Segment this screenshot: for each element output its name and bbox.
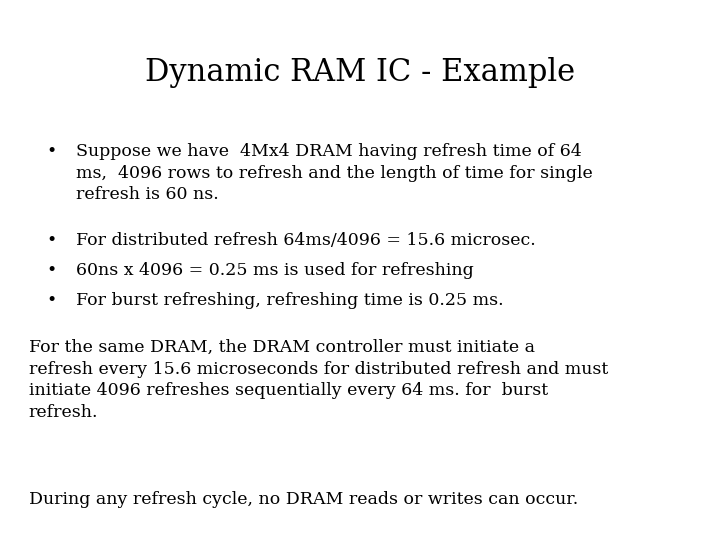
Text: For distributed refresh 64ms/4096 = 15.6 microsec.: For distributed refresh 64ms/4096 = 15.6… (76, 232, 536, 249)
Text: •: • (47, 232, 57, 249)
Text: During any refresh cycle, no DRAM reads or writes can occur.: During any refresh cycle, no DRAM reads … (29, 490, 578, 508)
Text: For the same DRAM, the DRAM controller must initiate a
refresh every 15.6 micros: For the same DRAM, the DRAM controller m… (29, 339, 608, 421)
Text: Suppose we have  4Mx4 DRAM having refresh time of 64
ms,  4096 rows to refresh a: Suppose we have 4Mx4 DRAM having refresh… (76, 143, 593, 203)
Text: •: • (47, 292, 57, 308)
Text: •: • (47, 143, 57, 160)
Text: For burst refreshing, refreshing time is 0.25 ms.: For burst refreshing, refreshing time is… (76, 292, 503, 308)
Text: Dynamic RAM IC - Example: Dynamic RAM IC - Example (145, 57, 575, 87)
Text: 60ns x 4096 = 0.25 ms is used for refreshing: 60ns x 4096 = 0.25 ms is used for refres… (76, 262, 473, 279)
Text: •: • (47, 262, 57, 279)
